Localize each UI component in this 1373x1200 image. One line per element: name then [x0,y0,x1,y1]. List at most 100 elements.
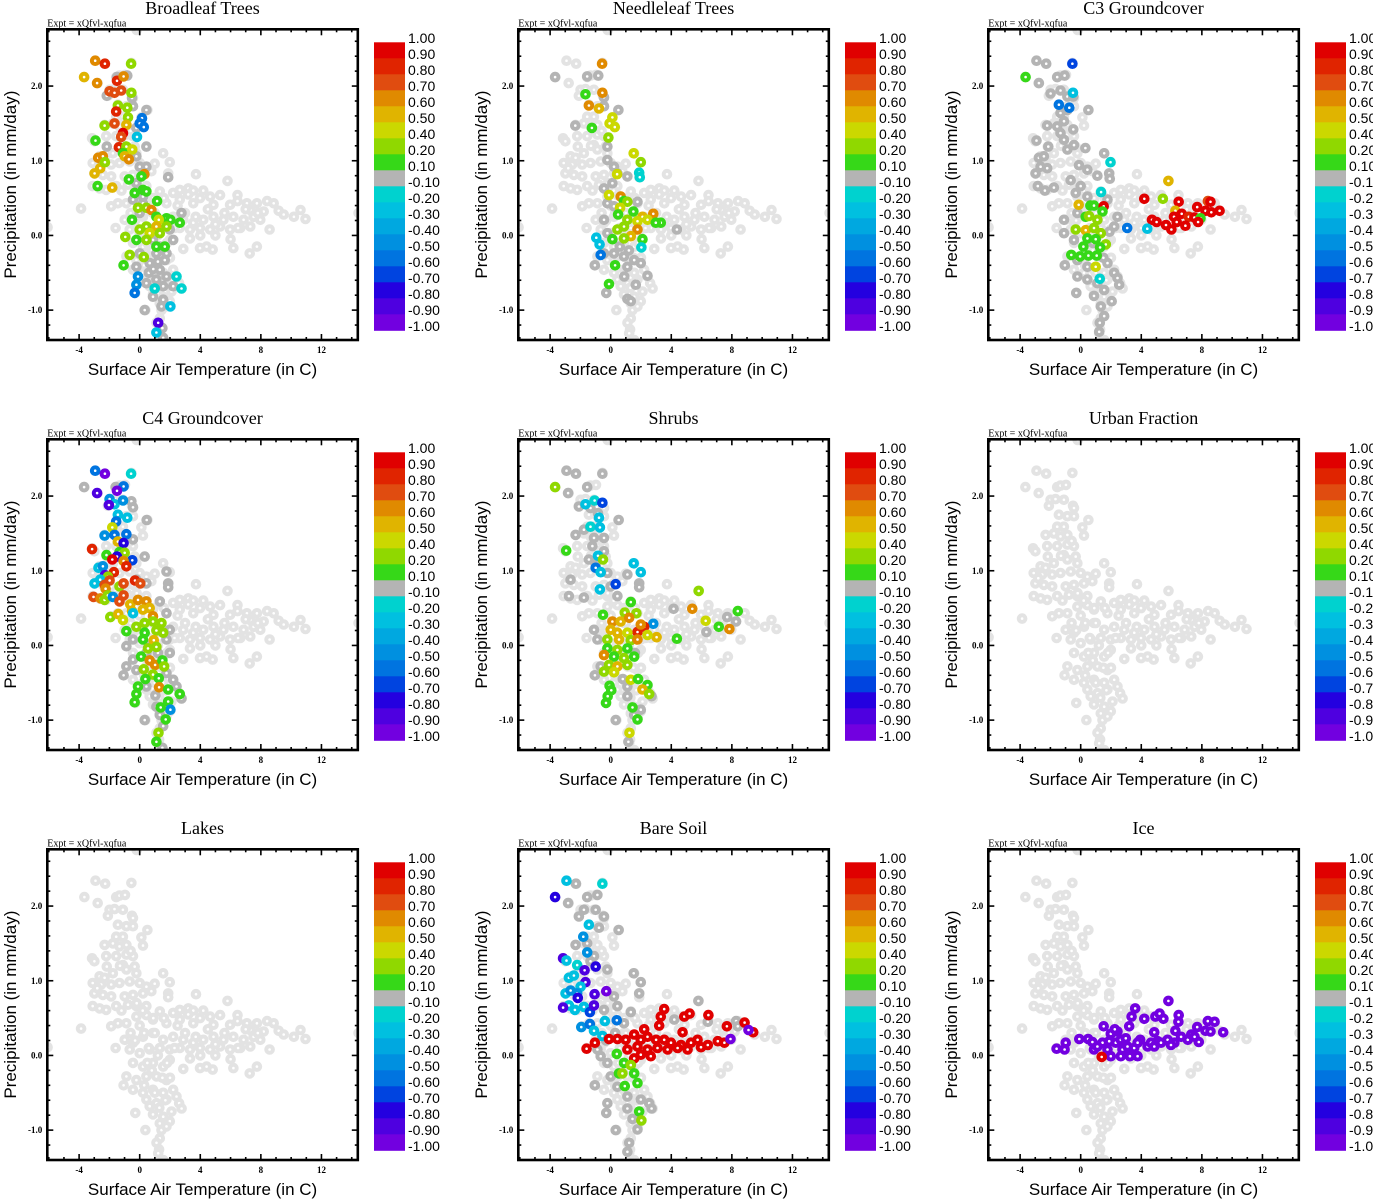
panel-title: C3 Groundcover [1083,0,1203,18]
data-point [158,661,170,672]
background-point [204,601,216,612]
neutral-data-point [605,1071,616,1082]
background-point [194,192,206,204]
background-point [126,877,137,889]
data-point [152,317,164,329]
background-point [690,207,701,219]
neutral-data-point [625,295,637,307]
points-layer [518,29,829,341]
colorbar-label: 0.50 [1349,520,1373,536]
background-point [92,897,103,909]
data-point [610,578,621,590]
background-point [182,189,194,200]
background-point [598,169,610,181]
background-point [1072,601,1083,612]
data-point [1115,1050,1127,1062]
neutral-data-point [623,245,635,256]
neutral-data-point [573,911,585,922]
background-point [114,960,126,972]
background-point [595,976,606,987]
background-point [1093,640,1105,651]
background-point [232,1042,244,1054]
x-axis-label: Surface Air Temperature (in C) [88,770,317,789]
x-tick-label: 8 [730,345,735,355]
colorbar-segment [374,894,405,911]
colorbar-label: -0.80 [408,696,440,712]
background-point [1139,624,1150,636]
data-point [151,195,163,207]
neutral-data-point [152,256,164,267]
background-point [198,595,209,606]
background-point [1041,594,1053,606]
background-point [653,189,665,200]
background-point [1169,242,1180,254]
background-point [1131,621,1142,633]
background-point [607,522,618,533]
neutral-data-point [602,1057,613,1069]
x-axis-label: Surface Air Temperature (in C) [559,1180,788,1199]
neutral-data-point [693,995,704,1007]
data-point [682,1044,693,1055]
neutral-data-point [598,183,610,194]
x-tick-label: 4 [198,345,203,355]
data-point [603,1033,615,1045]
background-point [224,634,236,645]
colorbar-label: -0.90 [408,302,440,318]
background-point [1119,1063,1130,1075]
data-point [129,287,140,299]
background-point [1040,878,1052,890]
background-point [224,609,236,621]
data-point [700,615,711,627]
background-point [100,1004,112,1016]
background-point [696,643,707,655]
colorbar-label: 0.10 [879,568,906,584]
data-point [603,659,615,671]
neutral-data-point [1082,164,1093,175]
colorbar-label: 0.10 [408,978,435,994]
colorbar-segment [374,42,405,59]
background-point [1046,171,1058,182]
data-point [597,87,608,99]
colorbar-label: -0.80 [879,286,911,302]
background-point [1163,585,1174,597]
background-point [1090,158,1101,169]
background-point [576,569,588,580]
colorbar-segment [374,926,405,943]
y-tick-label: 2.0 [502,491,514,501]
colorbar-segment [374,170,405,187]
background-point [219,617,230,629]
experiment-label: Expt = xQfvl-xqfua [988,19,1068,30]
background-point [659,608,670,619]
data-point [653,1020,665,1031]
background-point [1095,596,1107,607]
colorbar-label: 0.90 [1349,866,1373,882]
data-point [1132,1037,1143,1048]
neutral-data-point [141,141,152,152]
data-point [141,234,152,246]
background-point [179,617,191,629]
colorbar-label: -0.50 [408,238,440,254]
data-point [578,1001,590,1013]
data-point [1129,1003,1141,1014]
background-point [759,211,771,223]
colorbar-label: -0.20 [1349,1010,1373,1026]
data-point [91,77,103,89]
data-point [1088,222,1100,234]
background-point [695,634,707,645]
colorbar-segment [374,314,405,331]
neutral-data-point [622,1146,633,1158]
neutral-data-point [668,603,679,615]
background-point [1093,1148,1105,1159]
colorbar-segment [1315,298,1346,315]
background-point [110,632,121,644]
background-point [1151,640,1162,651]
background-point [715,1068,726,1079]
data-point [1090,261,1101,273]
plot-frame [516,437,831,752]
background-point [136,522,147,533]
background-point [1205,224,1216,235]
background-point [1166,1053,1177,1065]
neutral-data-point [139,304,150,316]
data-point [1078,241,1089,252]
background-point [295,204,306,216]
